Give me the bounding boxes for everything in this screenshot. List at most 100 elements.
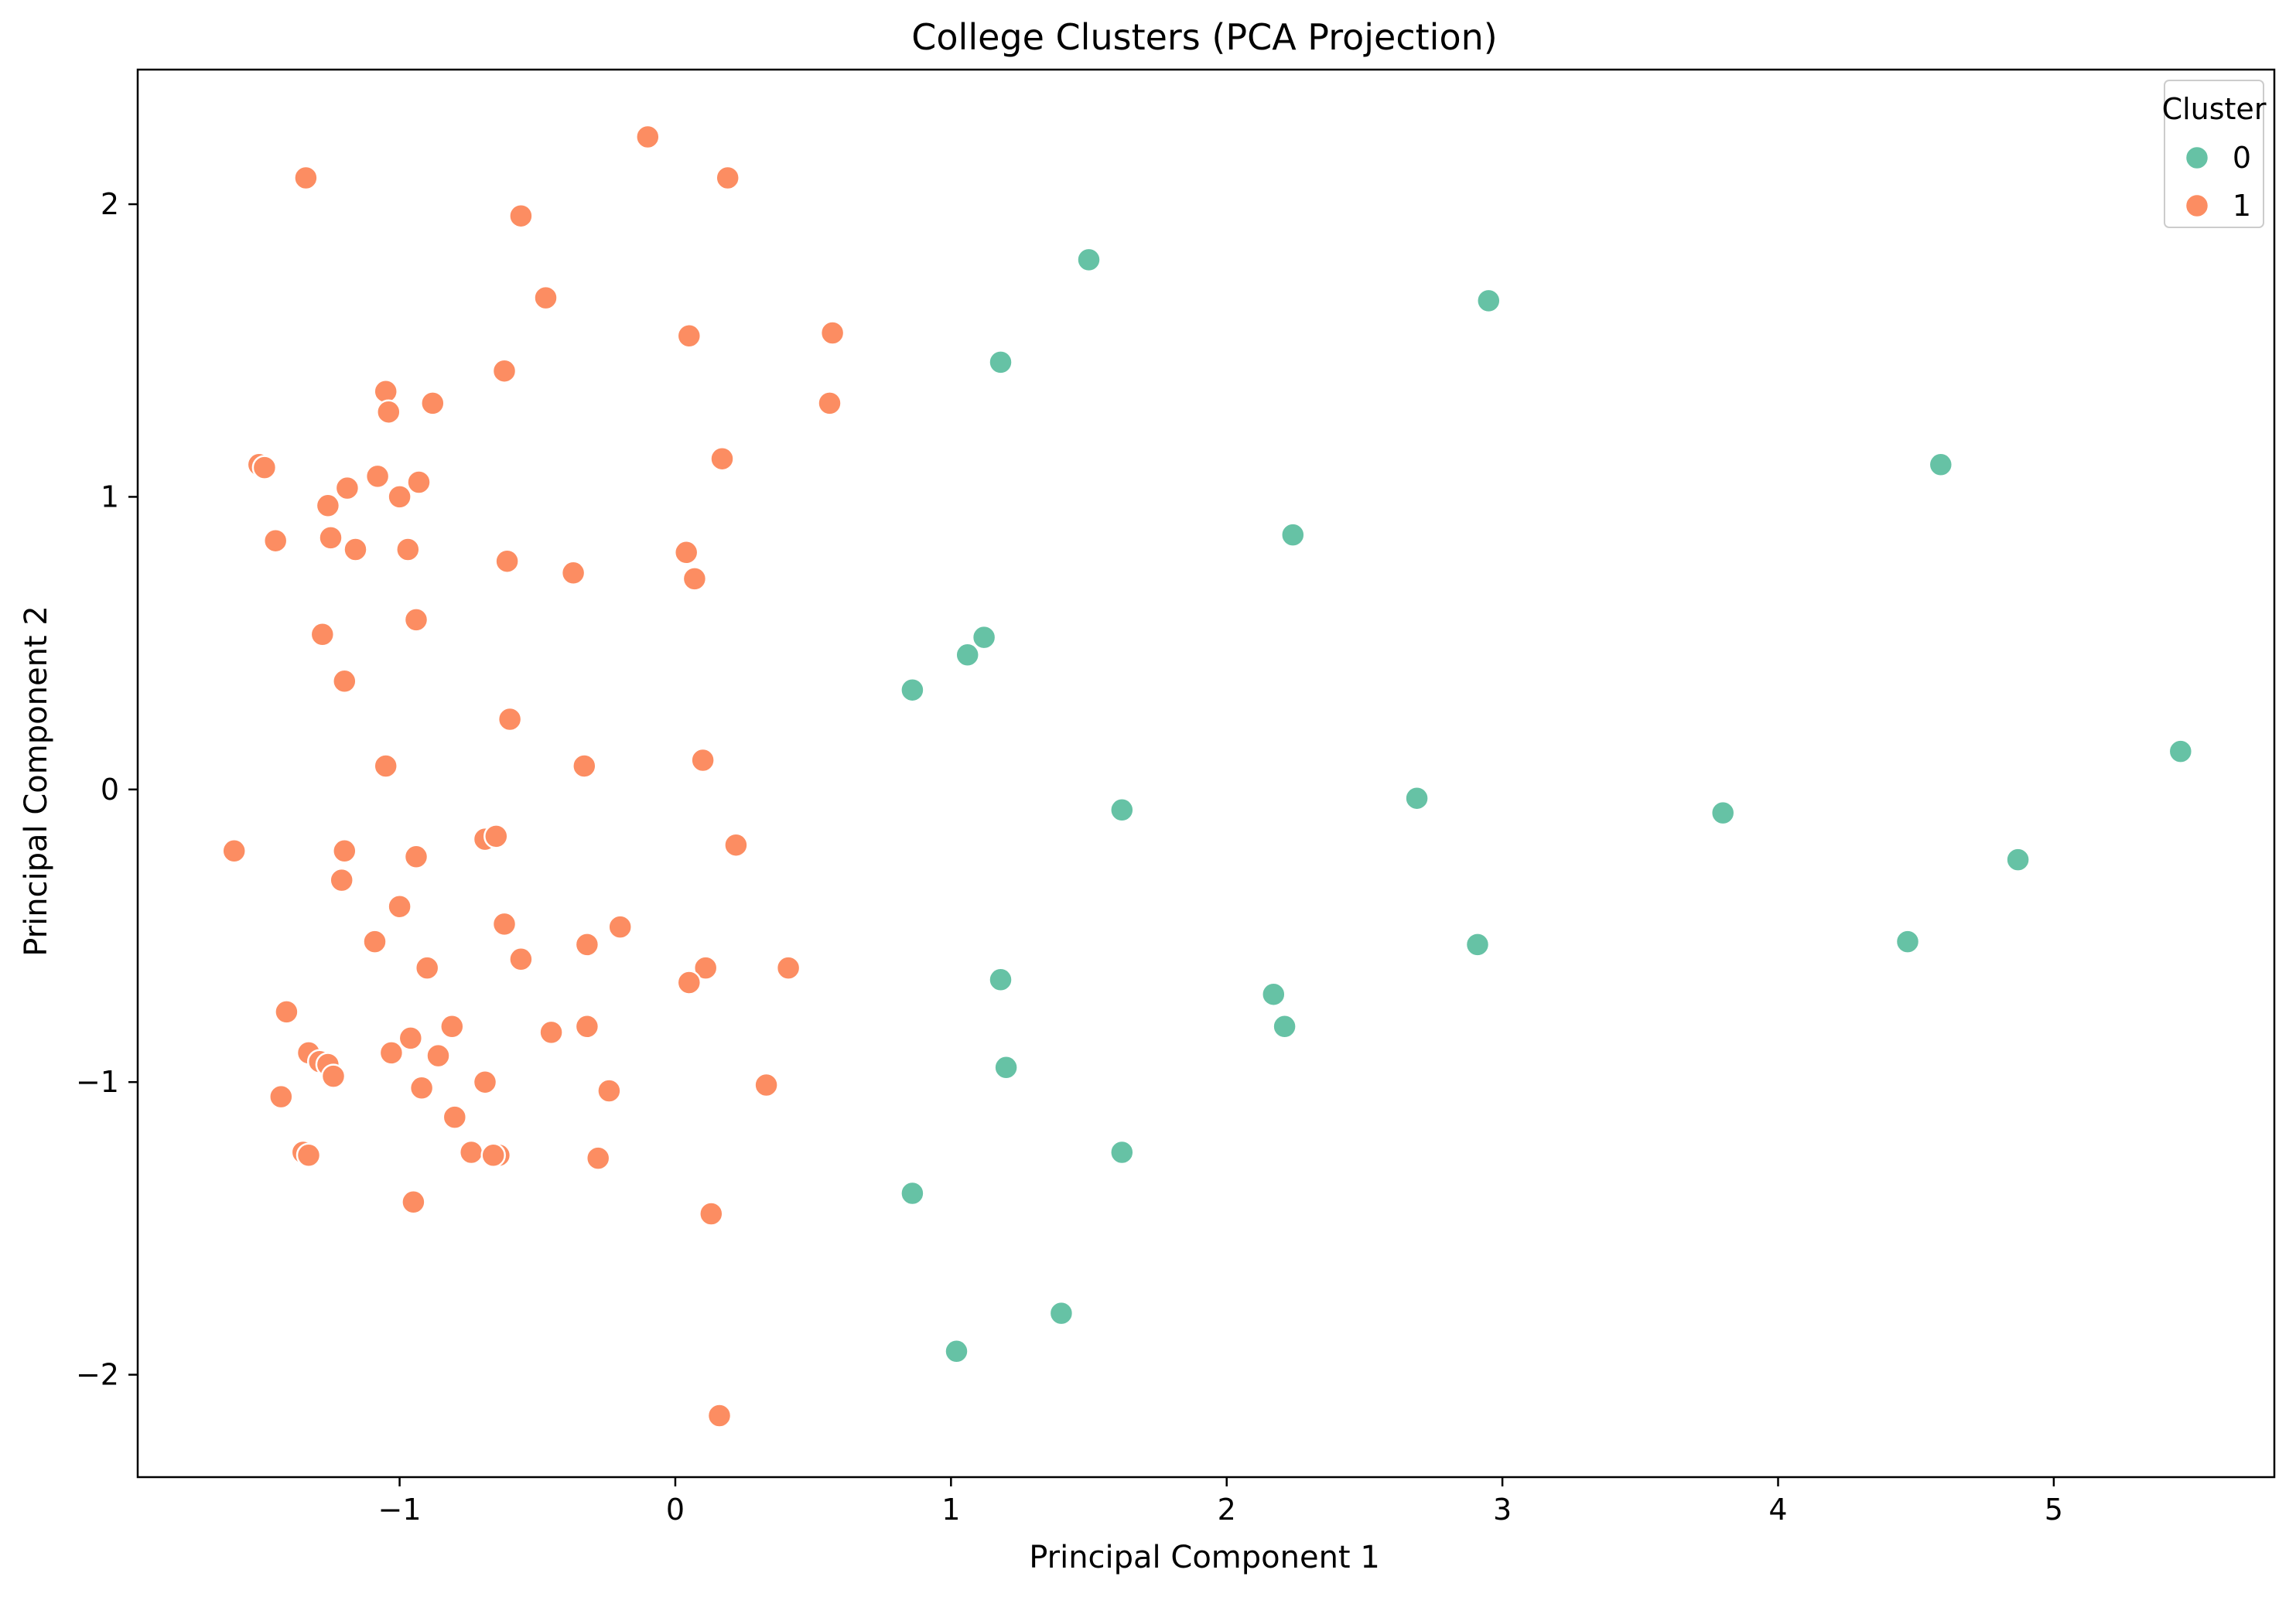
legend-label: 0: [2233, 141, 2251, 175]
data-point: [387, 893, 412, 920]
data-point: [1404, 785, 1430, 811]
chart-title: College Clusters (PCA Projection): [911, 16, 1497, 58]
data-point: [1895, 929, 1921, 954]
data-point: [993, 1055, 1019, 1080]
legend-marker: [2184, 193, 2210, 219]
x-tick-label: 1: [941, 1493, 960, 1527]
x-tick-label: −1: [378, 1493, 422, 1527]
data-point: [403, 844, 429, 870]
data-point: [403, 607, 429, 633]
data-point: [819, 320, 846, 346]
data-point: [398, 1025, 424, 1051]
data-point: [988, 350, 1013, 375]
legend-marker: [2184, 145, 2210, 171]
data-point: [715, 165, 740, 191]
y-tick-label: −2: [76, 1358, 119, 1392]
data-point: [508, 203, 534, 229]
data-point: [1272, 1014, 1297, 1039]
y-axis-label: Principal Component 2: [19, 606, 54, 957]
data-point: [817, 391, 842, 416]
y-tick-label: −1: [76, 1065, 119, 1099]
data-point: [332, 668, 357, 694]
data-point: [262, 527, 289, 554]
data-point: [699, 1201, 724, 1227]
data-point: [420, 391, 446, 416]
data-point: [1109, 1139, 1135, 1165]
data-point: [673, 540, 699, 565]
data-point: [376, 399, 401, 425]
data-point: [900, 1180, 925, 1206]
data-point: [320, 1063, 347, 1089]
y-tick-label: 2: [101, 187, 119, 221]
data-point: [268, 1083, 294, 1110]
data-point: [364, 463, 391, 490]
data-point: [682, 566, 708, 592]
data-point: [1476, 288, 1502, 314]
data-point: [221, 838, 247, 864]
data-point: [406, 469, 432, 495]
data-point: [944, 1339, 969, 1364]
data-point: [395, 537, 421, 562]
x-tick-label: 3: [1493, 1493, 1512, 1527]
data-point: [538, 1019, 564, 1046]
data-point: [900, 677, 925, 703]
data-point: [296, 1142, 322, 1169]
data-point: [343, 537, 368, 562]
data-point: [1048, 1300, 1075, 1326]
data-point: [497, 706, 523, 732]
data-point: [574, 1014, 600, 1039]
data-point: [480, 1142, 506, 1169]
axes-frame: [136, 68, 2276, 1479]
data-point: [414, 955, 440, 981]
data-point: [401, 1189, 426, 1215]
data-point: [334, 475, 360, 501]
data-point: [2005, 847, 2031, 872]
data-point: [329, 867, 354, 893]
data-point: [491, 358, 518, 384]
data-point: [971, 624, 997, 650]
data-point: [690, 747, 716, 773]
series-1: [221, 124, 846, 1428]
data-point: [596, 1078, 622, 1104]
data-point: [458, 1139, 484, 1165]
legend-box: [2164, 80, 2264, 228]
data-point: [378, 1040, 405, 1066]
data-point: [988, 967, 1013, 993]
data-point: [585, 1145, 611, 1171]
data-point: [1109, 797, 1135, 823]
data-point: [491, 911, 518, 937]
data-point: [508, 947, 534, 972]
data-point: [706, 1403, 733, 1428]
data-point: [362, 929, 388, 954]
data-point: [309, 622, 336, 647]
legend-title: Cluster: [2162, 92, 2267, 126]
plot-area: −1 0 1 2 3 4 5 −2 −1 0 1 2: [76, 68, 2276, 1527]
data-point: [775, 955, 801, 981]
x-tick-label: 0: [666, 1493, 685, 1527]
x-tick-label: 4: [1768, 1493, 1787, 1527]
y-tick-label: 0: [101, 773, 119, 807]
data-point: [483, 824, 509, 849]
data-point: [692, 955, 719, 981]
data-point: [723, 832, 749, 858]
data-point: [709, 445, 735, 472]
data-point: [274, 999, 299, 1025]
data-point: [318, 525, 343, 551]
data-point: [1261, 981, 1286, 1007]
data-point: [2168, 739, 2194, 764]
data-point: [425, 1042, 451, 1069]
data-point: [635, 124, 661, 150]
data-point: [332, 838, 357, 864]
data-point: [251, 455, 278, 480]
data-point: [560, 560, 586, 586]
data-point: [1464, 932, 1491, 957]
data-point: [533, 285, 559, 311]
data-point: [955, 642, 980, 668]
data-point: [753, 1072, 779, 1098]
data-point: [373, 753, 398, 779]
data-point: [1076, 247, 1102, 273]
data-point: [439, 1014, 465, 1039]
x-axis-label: Principal Component 1: [1029, 1540, 1380, 1575]
